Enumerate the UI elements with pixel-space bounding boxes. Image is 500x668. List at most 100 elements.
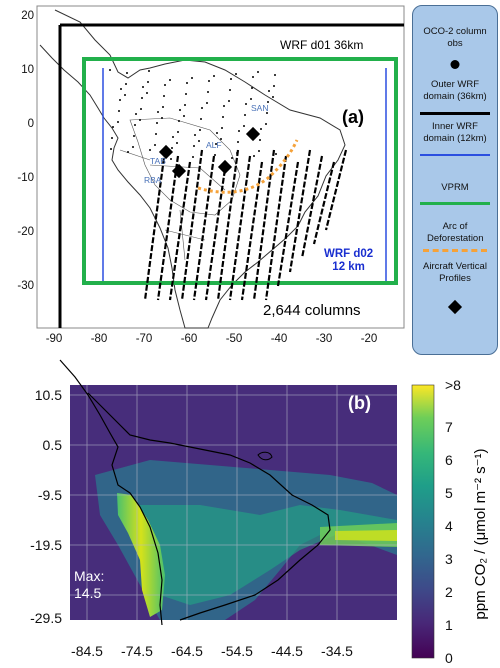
panel-a-label: (a) xyxy=(342,107,364,127)
max-label-line2: 14.5 xyxy=(74,585,102,601)
oco2-obs-dot xyxy=(110,148,112,150)
oco2-obs-dot xyxy=(139,119,141,121)
a-ytick: -20 xyxy=(17,226,34,238)
oco2-obs-dot xyxy=(179,109,181,111)
site-label-alf: ALF xyxy=(206,140,222,150)
oco2-track xyxy=(300,155,324,259)
cbar-tick: 1 xyxy=(445,617,453,633)
outer-domain-label: WRF d01 36km xyxy=(280,38,364,52)
colorbar xyxy=(411,384,435,659)
oco2-track xyxy=(143,149,167,301)
oco2-dot-icon xyxy=(450,60,460,69)
oco2-obs-dot xyxy=(258,150,260,152)
cbar-tick: 4 xyxy=(445,518,453,534)
oco2-obs-dot xyxy=(147,81,149,83)
oco2-obs-dot xyxy=(148,70,150,72)
oco2-obs-dot xyxy=(214,154,216,156)
cbar-tick: 7 xyxy=(445,419,453,435)
oco2-obs-dot xyxy=(230,78,232,80)
b-xtick: -34.5 xyxy=(321,643,353,659)
oco2-track xyxy=(204,161,228,301)
a-xtick: -20 xyxy=(360,333,378,345)
a-xtick: -80 xyxy=(90,333,108,345)
panel-a-frame xyxy=(36,5,405,329)
cbar-tick: 6 xyxy=(445,452,453,468)
b-ytick: 10.5 xyxy=(34,387,62,403)
oco2-obs-dot xyxy=(169,79,171,81)
oco2-track xyxy=(240,161,264,301)
oco2-obs-dot xyxy=(112,126,114,128)
oco2-obs-dot xyxy=(228,100,230,102)
oco2-obs-dot xyxy=(216,132,218,134)
site-label-tab: TAB xyxy=(150,156,166,166)
oco2-track xyxy=(180,149,204,301)
b-xtick: -84.5 xyxy=(71,643,103,659)
max-value-label: Max: 14.5 xyxy=(74,568,104,602)
oco2-obs-dot xyxy=(177,131,179,133)
andes-high xyxy=(117,493,165,617)
a-xtick: -30 xyxy=(315,333,333,345)
oco2-obs-dot xyxy=(223,105,225,107)
oco2-obs-dot xyxy=(140,108,142,110)
a-ytick: -30 xyxy=(17,280,34,292)
arc-dash-icon xyxy=(423,249,487,252)
oco2-obs-dot xyxy=(155,133,157,135)
oco2-obs-dot xyxy=(176,142,178,144)
oco2-obs-dot xyxy=(157,111,159,113)
cbar-tick: 2 xyxy=(445,584,453,600)
oco2-obs-dot xyxy=(260,128,262,130)
oco2-obs-dot xyxy=(221,127,223,129)
oco2-obs-dot xyxy=(135,113,137,115)
a-xtick: -60 xyxy=(180,333,198,345)
oco2-obs-dot xyxy=(272,96,274,98)
oco2-obs-dot xyxy=(220,138,222,140)
oco2-obs-dot xyxy=(164,84,166,86)
panel-b-map: (b) Max: 14.5 10.5 0.5 -9.5 -19.5 -29.5 … xyxy=(0,355,500,668)
legend-outer-label: Outer WRF domain (36km) xyxy=(423,79,487,102)
inner-domain-label-line2: 12 km xyxy=(332,261,365,273)
a-ytick: 10 xyxy=(21,64,34,76)
oco2-obs-dot xyxy=(186,82,188,84)
legend-aircraft-label: Aircraft Vertical Profiles xyxy=(423,261,487,284)
oco2-obs-dot xyxy=(200,118,202,120)
a-xtick: -40 xyxy=(270,333,288,345)
oco2-obs-dot xyxy=(178,120,180,122)
oco2-obs-dot xyxy=(237,141,239,143)
a-xtick: -70 xyxy=(135,333,153,345)
oco2-obs-dot xyxy=(265,123,267,125)
panel-b-label: (b) xyxy=(348,393,371,413)
cbar-tick: 3 xyxy=(445,551,453,567)
oco2-obs-dot xyxy=(251,87,253,89)
a-ytick: 0 xyxy=(27,118,34,130)
oco2-obs-dot xyxy=(124,94,126,96)
oco2-obs-dot xyxy=(208,80,210,82)
oco2-obs-dot xyxy=(201,107,203,109)
oco2-tracks xyxy=(109,69,348,301)
oco2-obs-dot xyxy=(154,144,156,146)
oco2-obs-dot xyxy=(133,135,135,137)
oco2-obs-dot xyxy=(183,115,185,117)
oco2-track xyxy=(312,161,336,245)
oco2-obs-dot xyxy=(229,89,231,91)
panel-b-frame xyxy=(59,359,435,659)
oco2-obs-dot xyxy=(252,76,254,78)
oco2-obs-dot xyxy=(127,151,129,153)
oco2-obs-dot xyxy=(141,97,143,99)
max-label-line1: Max: xyxy=(74,568,105,584)
inner-line-icon xyxy=(420,154,490,156)
oco2-obs-dot xyxy=(109,69,111,71)
oco2-obs-dot xyxy=(134,124,136,126)
oco2-track xyxy=(168,161,192,301)
oco2-obs-dot xyxy=(215,143,217,145)
panel-a-map: TAB RBA ALF SAN (a) WRF d01 36km WRF d02… xyxy=(17,5,498,355)
oco2-obs-dot xyxy=(267,101,269,103)
oco2-obs-dot xyxy=(146,92,148,94)
b-xtick: -74.5 xyxy=(121,643,153,659)
b-ytick: -9.5 xyxy=(37,487,62,503)
oco2-obs-dot xyxy=(185,93,187,95)
oco2-obs-dot xyxy=(193,145,195,147)
inner-domain-label-line1: WRF d02 xyxy=(324,248,374,260)
aircraft-diamond-icon xyxy=(447,299,463,315)
oco2-obs-dot xyxy=(120,88,122,90)
oco2-obs-dot xyxy=(274,74,276,76)
